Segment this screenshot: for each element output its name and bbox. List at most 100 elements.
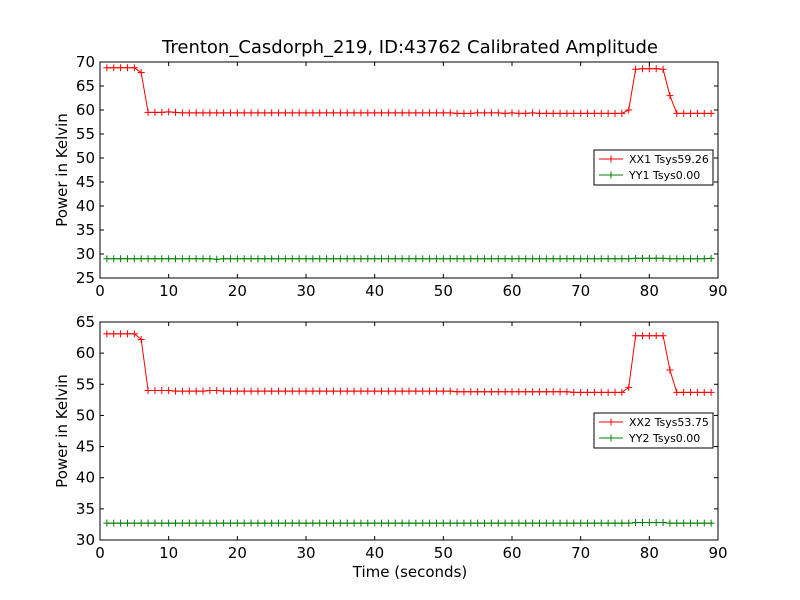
data-point: [439, 387, 447, 395]
data-point: [563, 109, 571, 117]
data-point: [446, 109, 454, 117]
data-point: [302, 109, 310, 117]
data-point: [625, 519, 633, 527]
data-point: [268, 387, 276, 395]
data-point: [240, 387, 248, 395]
data-point: [563, 255, 571, 263]
data-point: [144, 387, 152, 395]
data-point: [412, 387, 420, 395]
y-tick-label: 45: [76, 173, 95, 191]
data-point: [673, 255, 681, 263]
data-point: [693, 519, 701, 527]
data-point: [474, 109, 482, 117]
data-point: [261, 519, 269, 527]
data-point: [673, 109, 681, 117]
data-point: [542, 255, 550, 263]
data-point: [316, 255, 324, 263]
data-point: [453, 519, 461, 527]
data-point: [405, 255, 413, 263]
data-point: [508, 388, 516, 396]
data-point: [130, 519, 138, 527]
data-point: [254, 519, 262, 527]
data-point: [144, 519, 152, 527]
data-point: [501, 109, 509, 117]
data-point: [638, 332, 646, 340]
data-point: [233, 519, 241, 527]
data-point: [604, 109, 612, 117]
data-point: [398, 109, 406, 117]
axes-frame: [99, 321, 719, 541]
legend-marker: [607, 418, 615, 426]
data-point: [275, 255, 283, 263]
data-point: [384, 109, 392, 117]
data-point: [570, 519, 578, 527]
data-point: [206, 109, 214, 117]
data-point: [460, 519, 468, 527]
data-point: [343, 109, 351, 117]
x-tick-label: 50: [434, 282, 453, 300]
x-tick-label: 60: [502, 544, 521, 562]
data-point: [652, 332, 660, 340]
data-point: [584, 388, 592, 396]
y-tick-label: 30: [76, 245, 95, 263]
data-point: [323, 109, 331, 117]
legend-label: XX2 Tsys53.75: [629, 416, 709, 429]
data-point: [185, 519, 193, 527]
data-point: [481, 519, 489, 527]
data-point: [611, 255, 619, 263]
data-point: [213, 109, 221, 117]
y-tick-label: 55: [76, 375, 95, 393]
data-point: [151, 108, 159, 116]
data-point: [487, 255, 495, 263]
series-1-2: [103, 254, 715, 263]
data-point: [391, 387, 399, 395]
data-point: [261, 255, 269, 263]
data-point: [501, 519, 509, 527]
data-point: [687, 519, 695, 527]
data-point: [391, 109, 399, 117]
data-point: [426, 255, 434, 263]
data-point: [240, 109, 248, 117]
data-point: [123, 519, 131, 527]
data-point: [178, 387, 186, 395]
data-point: [137, 255, 145, 263]
data-point: [535, 388, 543, 396]
y-tick-label: 35: [76, 500, 95, 518]
data-point: [680, 519, 688, 527]
data-point: [700, 388, 708, 396]
data-point: [693, 255, 701, 263]
data-point: [144, 255, 152, 263]
data-point: [117, 64, 125, 72]
data-point: [158, 108, 166, 116]
y-tick-label: 60: [76, 344, 95, 362]
data-point: [508, 109, 516, 117]
data-point: [693, 388, 701, 396]
y-tick-label: 65: [76, 77, 95, 95]
data-point: [398, 519, 406, 527]
data-point: [549, 255, 557, 263]
data-point: [707, 109, 715, 117]
data-point: [295, 387, 303, 395]
data-point: [103, 255, 111, 263]
data-point: [295, 109, 303, 117]
data-point: [680, 109, 688, 117]
data-point: [233, 109, 241, 117]
data-point: [206, 255, 214, 263]
data-point: [590, 109, 598, 117]
x-tick-label: 20: [228, 544, 247, 562]
data-point: [419, 519, 427, 527]
y-tick-label: 25: [76, 269, 95, 287]
data-point: [412, 519, 420, 527]
data-point: [309, 519, 317, 527]
y-tick-label: 70: [76, 53, 95, 71]
data-point: [597, 109, 605, 117]
data-point: [199, 387, 207, 395]
data-point: [295, 519, 303, 527]
data-point: [199, 255, 207, 263]
data-point: [529, 109, 537, 117]
data-point: [220, 387, 228, 395]
data-point: [460, 388, 468, 396]
data-point: [185, 255, 193, 263]
x-tick-label: 90: [708, 282, 727, 300]
